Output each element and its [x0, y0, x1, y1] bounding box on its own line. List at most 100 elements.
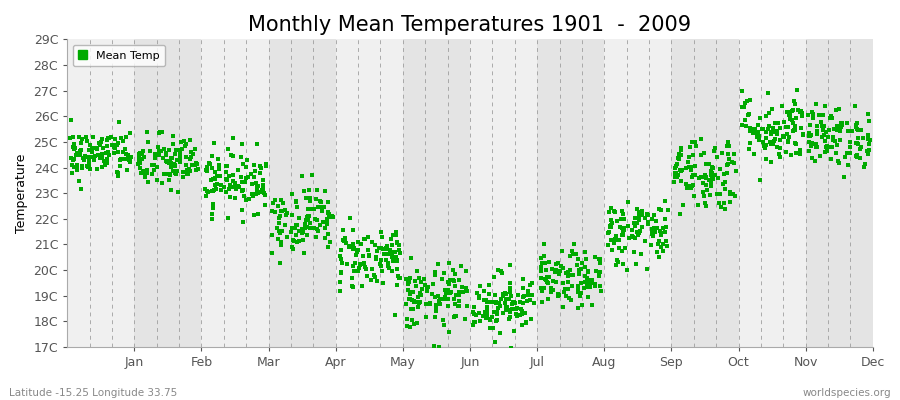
Point [162, 147, 176, 154]
Point [200, 188, 214, 194]
Point [684, 185, 698, 191]
Point [96, 145, 111, 151]
Point [202, 161, 217, 168]
Point [167, 162, 182, 168]
Point [752, 115, 767, 121]
Point [503, 280, 517, 286]
Point [794, 108, 808, 114]
Point [537, 276, 552, 282]
Point [163, 172, 177, 178]
Point [616, 227, 631, 234]
Point [681, 154, 696, 160]
Point [684, 167, 698, 173]
Point [433, 296, 447, 302]
Point [101, 149, 115, 155]
Point [615, 232, 629, 238]
Point [487, 308, 501, 315]
Point [788, 140, 803, 147]
Point [778, 149, 793, 156]
Point [274, 239, 288, 246]
Point [792, 146, 806, 153]
Point [742, 140, 757, 146]
Point [724, 159, 739, 165]
Point [572, 271, 587, 278]
Point [343, 215, 357, 221]
Point [500, 304, 514, 310]
Point [313, 222, 328, 228]
Point [728, 167, 742, 174]
Point [653, 244, 668, 250]
Point [851, 134, 866, 141]
Point [434, 296, 448, 303]
Point [544, 285, 559, 291]
Point [273, 260, 287, 266]
Point [705, 170, 719, 176]
Point [106, 144, 121, 150]
Point [361, 246, 375, 253]
Point [225, 134, 239, 141]
Point [390, 281, 404, 288]
Point [411, 299, 426, 306]
Point [201, 189, 215, 196]
Point [821, 134, 835, 140]
Point [793, 151, 807, 158]
Point [614, 216, 628, 222]
Point [348, 260, 363, 267]
Point [346, 263, 360, 269]
Point [502, 296, 517, 302]
Point [589, 268, 603, 274]
Point [686, 182, 700, 188]
Point [670, 169, 684, 176]
Point [346, 246, 360, 252]
Point [706, 175, 721, 182]
Point [438, 288, 453, 294]
Point [345, 283, 359, 290]
Point [310, 186, 324, 193]
Point [791, 107, 806, 113]
Point [585, 277, 599, 283]
Point [823, 115, 837, 122]
Point [500, 296, 514, 302]
Point [616, 225, 631, 232]
Point [380, 246, 394, 252]
Point [399, 276, 413, 282]
Point [285, 224, 300, 231]
Point [164, 155, 178, 161]
Point [795, 110, 809, 116]
Point [645, 231, 660, 238]
Point [337, 238, 351, 244]
Point [295, 237, 310, 243]
Point [455, 284, 470, 290]
Point [78, 153, 93, 160]
Point [278, 207, 293, 213]
Point [305, 172, 320, 178]
Point [112, 157, 127, 163]
Point [516, 294, 530, 300]
Point [122, 155, 136, 161]
Point [212, 156, 226, 162]
Point [104, 134, 118, 140]
Point [698, 200, 712, 206]
Point [707, 148, 722, 154]
Point [558, 285, 572, 292]
Point [247, 162, 261, 169]
Point [447, 314, 462, 320]
Point [412, 275, 427, 282]
Point [769, 129, 783, 135]
Point [222, 186, 237, 192]
Point [149, 177, 164, 183]
Point [470, 290, 484, 296]
Point [150, 144, 165, 150]
Point [102, 152, 116, 158]
Point [300, 232, 314, 238]
Point [716, 200, 731, 206]
Point [581, 294, 596, 300]
Point [256, 177, 270, 184]
Point [814, 118, 829, 125]
Point [794, 124, 808, 131]
Point [702, 176, 716, 183]
Point [404, 289, 419, 295]
Point [417, 276, 431, 282]
Point [332, 252, 347, 259]
Point [250, 182, 265, 189]
